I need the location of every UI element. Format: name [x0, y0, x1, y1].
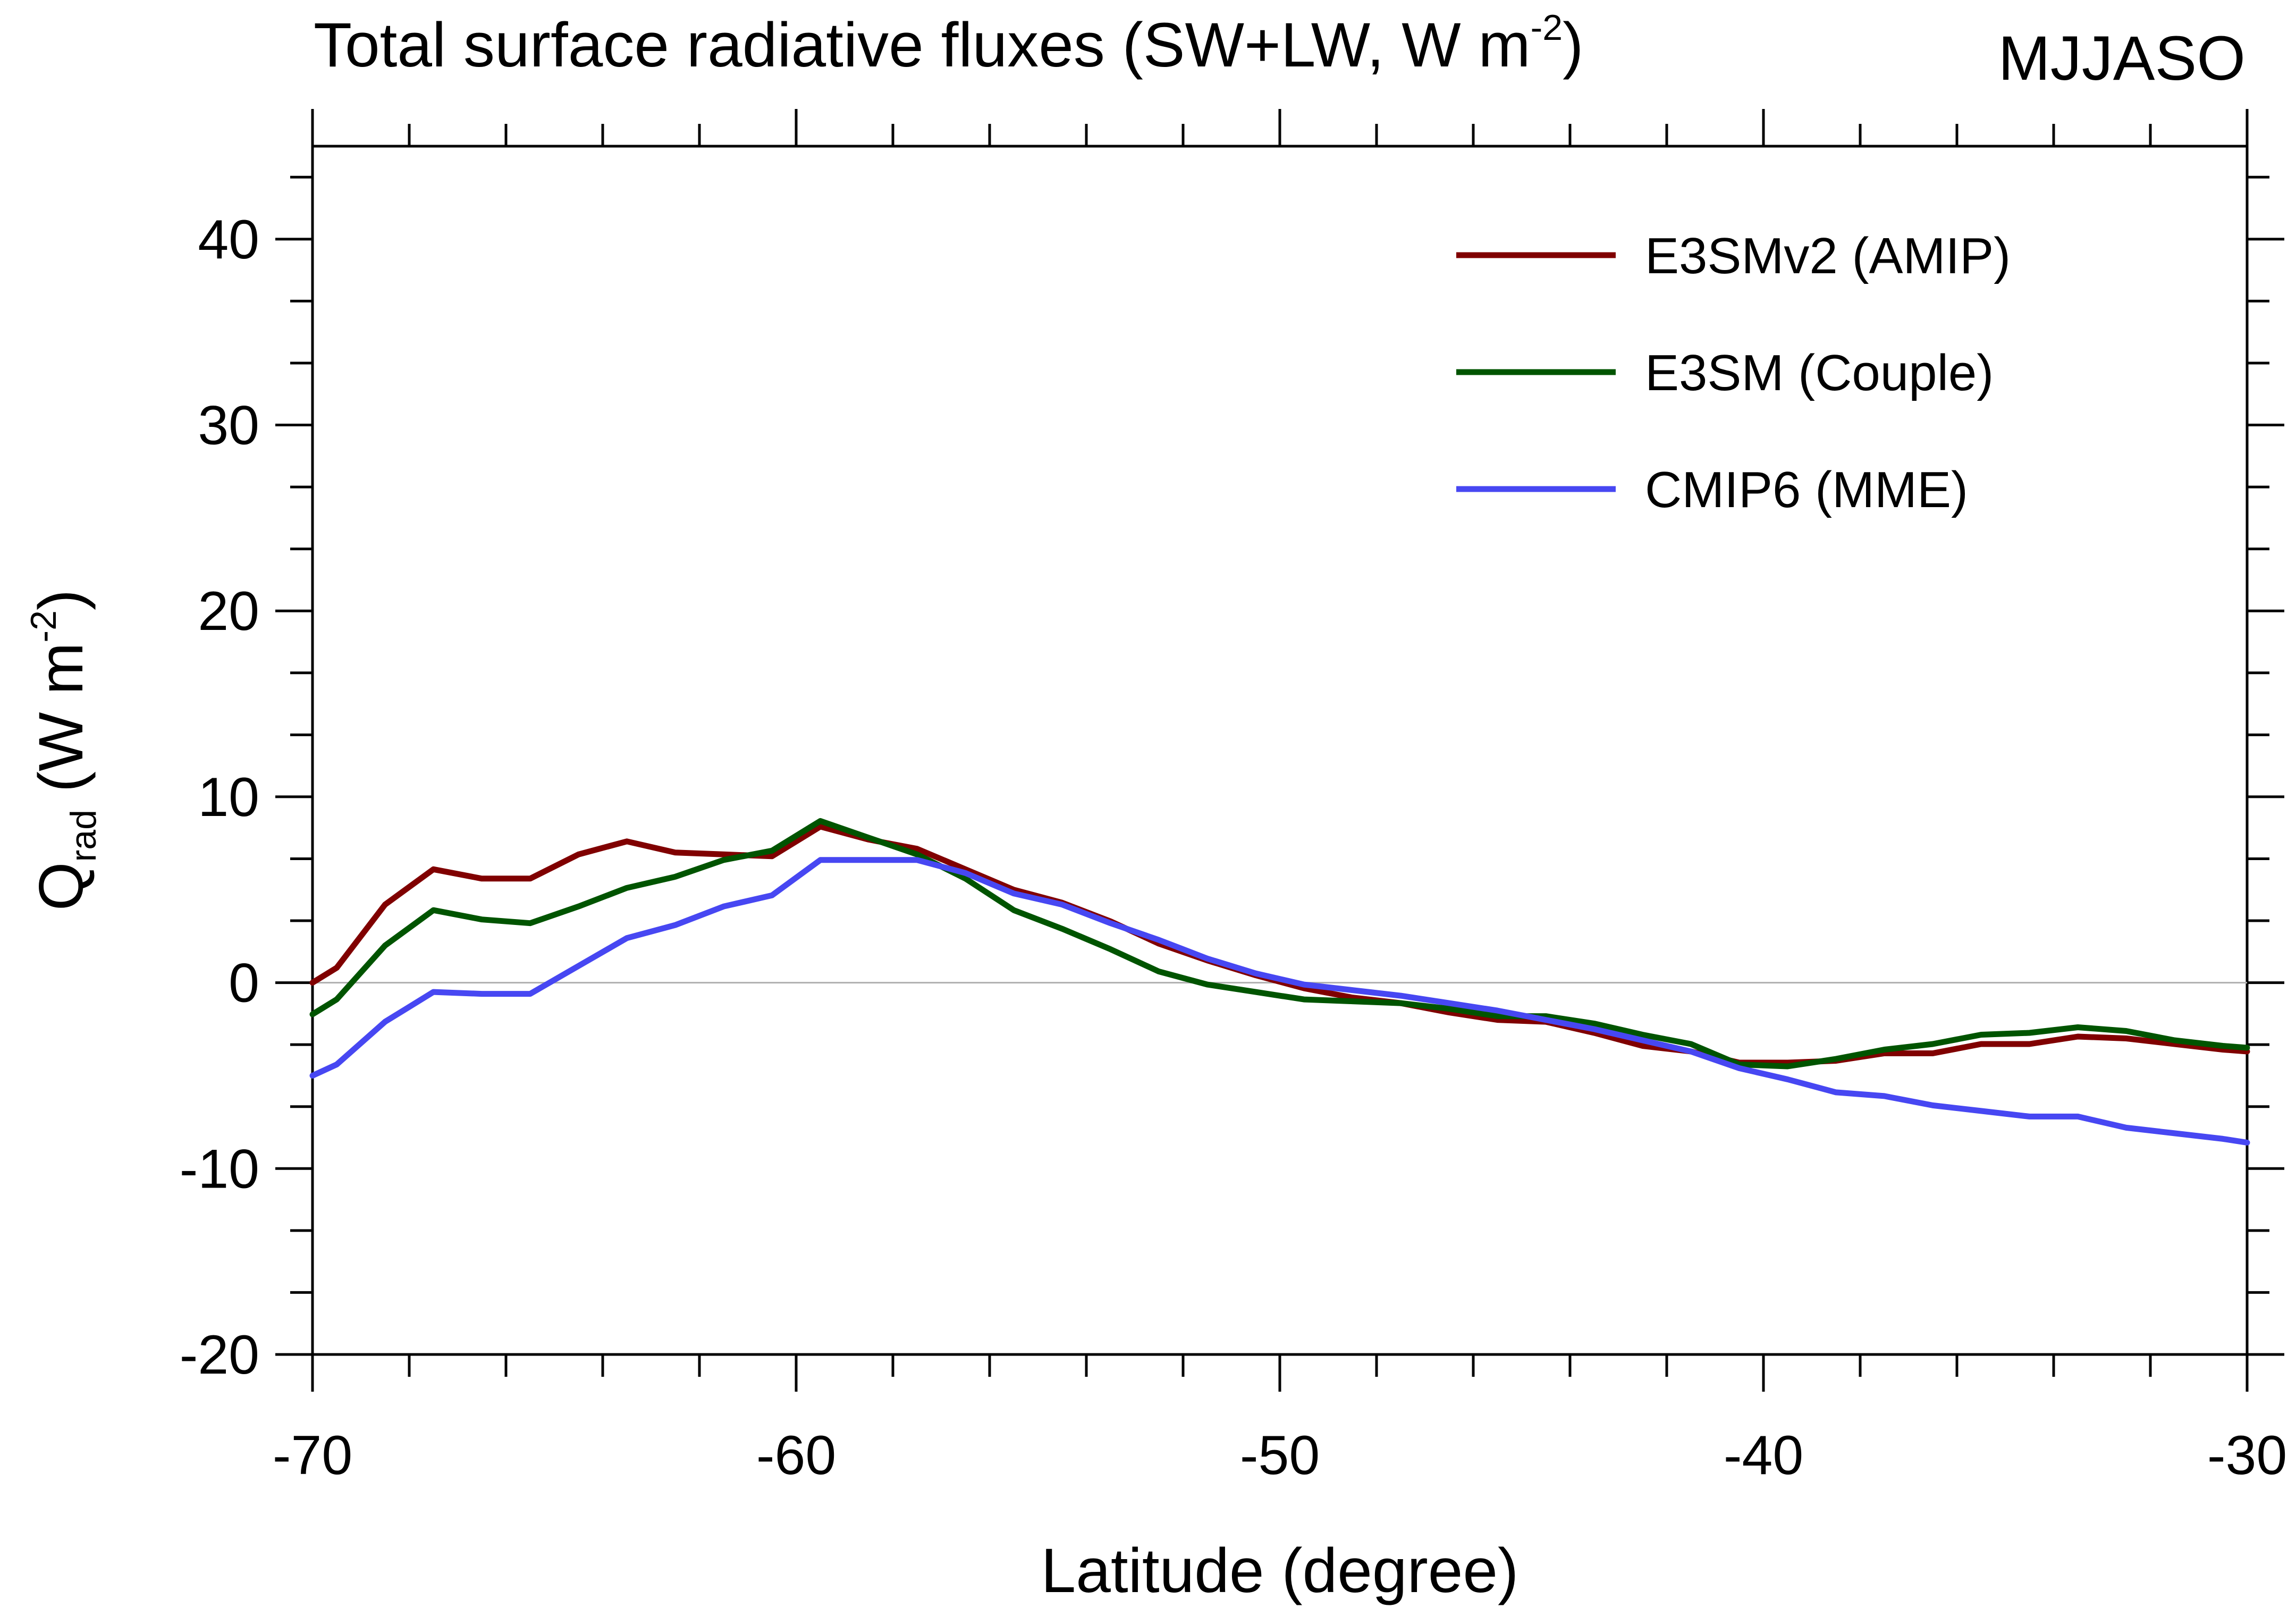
chart-title-suffix: ): [1563, 10, 1583, 80]
chart-title: Total surface radiative fluxes (SW+LW, W…: [314, 7, 1583, 80]
series-line-2: [309, 818, 2250, 1070]
y-axis-label: Qrad (W m-2): [23, 590, 104, 911]
x-tick-label: -60: [756, 1425, 836, 1486]
y-tick-label: 40: [198, 209, 259, 271]
x-tick-label: -50: [1240, 1425, 1320, 1486]
series-line-1: [309, 823, 2250, 1066]
x-tick-label: -30: [2207, 1425, 2287, 1486]
ticks-group: -70 -60 -50 -40 -30 -20 -10 0 10 20 30 40: [180, 109, 2287, 1486]
x-tick-label: -70: [273, 1425, 352, 1486]
legend-label-2: E3SM (Couple): [1645, 344, 1994, 401]
y-axis-label-subscript: rad: [63, 810, 104, 862]
y-tick-label: 10: [198, 767, 259, 828]
legend-label-1: E3SMv2 (AMIP): [1645, 228, 2011, 284]
legend: E3SMv2 (AMIP) E3SM (Couple) CMIP6 (MME): [1456, 228, 2011, 518]
y-tick-label: -10: [180, 1138, 259, 1200]
y-axis-label-main: Q: [26, 862, 96, 911]
y-axis-label-units: (W m: [26, 643, 96, 810]
series-group: [309, 818, 2250, 1146]
x-axis-label: Latitude (degree): [1041, 1536, 1519, 1606]
plot-frame: [311, 145, 2249, 1356]
chart-title-main: Total surface radiative fluxes (SW+LW, W…: [314, 10, 1531, 80]
y-tick-label: 30: [198, 395, 259, 457]
season-label: MJJASO: [1998, 23, 2246, 94]
y-axis-label-suffix: ): [26, 590, 96, 610]
x-tick-label: -40: [1724, 1425, 1803, 1486]
chart-title-superscript: -2: [1531, 7, 1563, 48]
series-line-3: [309, 857, 2250, 1146]
y-tick-label: 20: [198, 580, 259, 642]
y-tick-label: 0: [229, 953, 259, 1014]
y-axis-label-superscript: -2: [23, 610, 64, 642]
legend-label-3: CMIP6 (MME): [1645, 461, 1968, 518]
y-tick-label: -20: [180, 1324, 259, 1386]
